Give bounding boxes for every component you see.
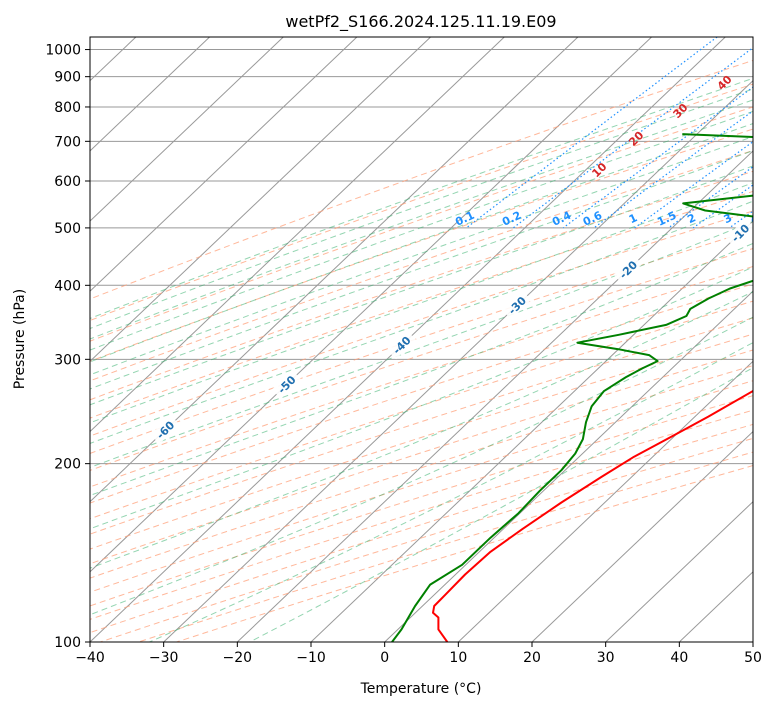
moist-adiabat-line (90, 150, 753, 390)
axis-ticks: −40 −30 −20 −10 0 10 20 30 40 50 100 200 300 400 500 60… (45, 43, 762, 666)
moist-adiabat-line (90, 123, 753, 363)
isotherm-line (90, 37, 652, 573)
moist-adiabat-line (90, 266, 753, 530)
y-tick-label: 300 (54, 352, 81, 368)
moist-adiabat-line (90, 88, 753, 330)
y-tick-label: 1000 (45, 43, 81, 59)
data-lines (391, 133, 753, 642)
x-tick-label: 0 (380, 650, 389, 666)
isotherm-label-bg (386, 330, 416, 360)
dry-adiabat-line (90, 300, 753, 520)
x-tick-label: 10 (449, 650, 467, 666)
isotherm-line (90, 37, 505, 433)
isotherm-label-bg (725, 218, 753, 248)
x-tick-label: 50 (744, 650, 762, 666)
x-tick-label: 40 (670, 650, 688, 666)
dry-adiabat-line (90, 365, 753, 579)
moist-adiabat-line (90, 182, 753, 424)
moist-adiabat-line (90, 110, 753, 351)
x-tick-label: −10 (296, 650, 326, 666)
isotherm-line (163, 80, 753, 642)
isotherm-label-bg (271, 369, 301, 399)
dewpoint-profile-line (391, 133, 753, 642)
mixing-ratio-label: 4 (748, 211, 761, 226)
y-tick-label: 900 (54, 70, 81, 86)
y-tick-label: 500 (54, 221, 81, 237)
y-tick-label: 200 (54, 457, 81, 473)
dry-adiabat-line (90, 283, 753, 504)
dry-adiabat-line (90, 149, 753, 382)
x-axis-label: Temperature (°C) (360, 681, 482, 697)
isotherm-line (90, 37, 358, 292)
dry-adiabat-line (90, 380, 753, 593)
plot-frame (89, 36, 754, 643)
y-tick-label: 400 (54, 278, 81, 294)
moist-adiabat-line (90, 242, 753, 497)
dry-adiabat-line (90, 248, 753, 471)
isotherm-label-bg (502, 290, 532, 320)
dry-adiabat-line (90, 229, 753, 454)
y-axis-label: Pressure (hPa) (12, 289, 28, 389)
y-tick-label: 700 (54, 134, 81, 150)
moist-adiabat-line (90, 136, 753, 376)
y-tick-label: 600 (54, 174, 81, 190)
chart-title: wetPf2_S166.2024.125.11.19.E09 (285, 12, 556, 32)
isotherm-label-bg (150, 415, 180, 445)
x-tick-label: 30 (597, 650, 615, 666)
isotherm-label-bg (613, 254, 643, 284)
isotherm-line (236, 150, 753, 642)
mixing-ratio-line (562, 86, 753, 229)
x-tick-label: −40 (75, 650, 105, 666)
isotherm-line (384, 290, 753, 642)
dry-adiabat-line (90, 333, 753, 550)
y-tick-label: 800 (54, 100, 81, 116)
isotherm-line (531, 430, 753, 642)
moist-adiabat-line (90, 99, 753, 340)
x-tick-label: −30 (149, 650, 179, 666)
x-tick-label: 20 (523, 650, 541, 666)
mixing-ratio-line (465, 37, 718, 229)
isotherm-line (605, 501, 753, 642)
dry-adiabat-line (90, 190, 753, 419)
moist-adiabat-line (90, 77, 753, 320)
isotherm-line (90, 37, 210, 152)
temperature-profile-line (432, 389, 753, 642)
isotherm-line (90, 37, 284, 222)
y-tick-label: 100 (54, 635, 81, 651)
x-tick-label: −20 (223, 650, 253, 666)
dry-adiabat-line (90, 170, 753, 401)
mixing-ratio-line (593, 110, 753, 229)
moist-adiabat-line (90, 316, 753, 616)
isotherm-line (90, 37, 431, 363)
moist-adiabat-line (90, 200, 753, 444)
isotherm-line (457, 360, 753, 642)
dry-adiabat-line (90, 59, 753, 300)
isotherm-line (90, 37, 579, 503)
moist-adiabat-line (90, 165, 753, 406)
